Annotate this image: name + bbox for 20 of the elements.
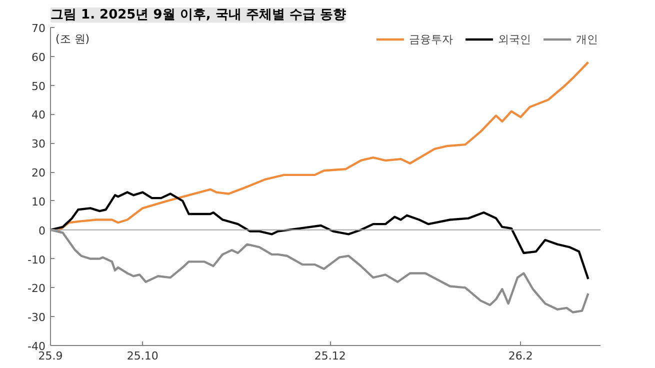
legend-label: 금융투자 <box>409 32 453 46</box>
y-tick-label: 0 <box>38 224 46 238</box>
y-tick-label: 70 <box>32 22 46 35</box>
x-tick-label: 25.12 <box>314 350 346 362</box>
legend-label: 개인 <box>576 32 598 46</box>
y-tick-label: 10 <box>32 195 46 208</box>
y-tick-label: 50 <box>32 80 46 93</box>
y-tick-label: 20 <box>32 166 46 180</box>
chart-title: 그림 1. 2025년 9월 이후, 국내 주체별 수급 동향 <box>50 8 346 22</box>
y-tick-label: -30 <box>28 311 46 324</box>
y-tick-label: -20 <box>28 282 46 296</box>
x-tick-label: 26.2 <box>508 350 533 362</box>
y-axis-title: (조 원) <box>56 32 90 46</box>
x-tick-label: 25.10 <box>126 350 158 362</box>
y-tick-label: 40 <box>32 108 46 122</box>
line-series <box>50 191 590 280</box>
y-tick-label: 60 <box>32 50 46 64</box>
legend-label: 외국인 <box>498 32 531 46</box>
y-tick-label: 30 <box>32 138 46 151</box>
y-tick-label: -10 <box>28 253 46 266</box>
